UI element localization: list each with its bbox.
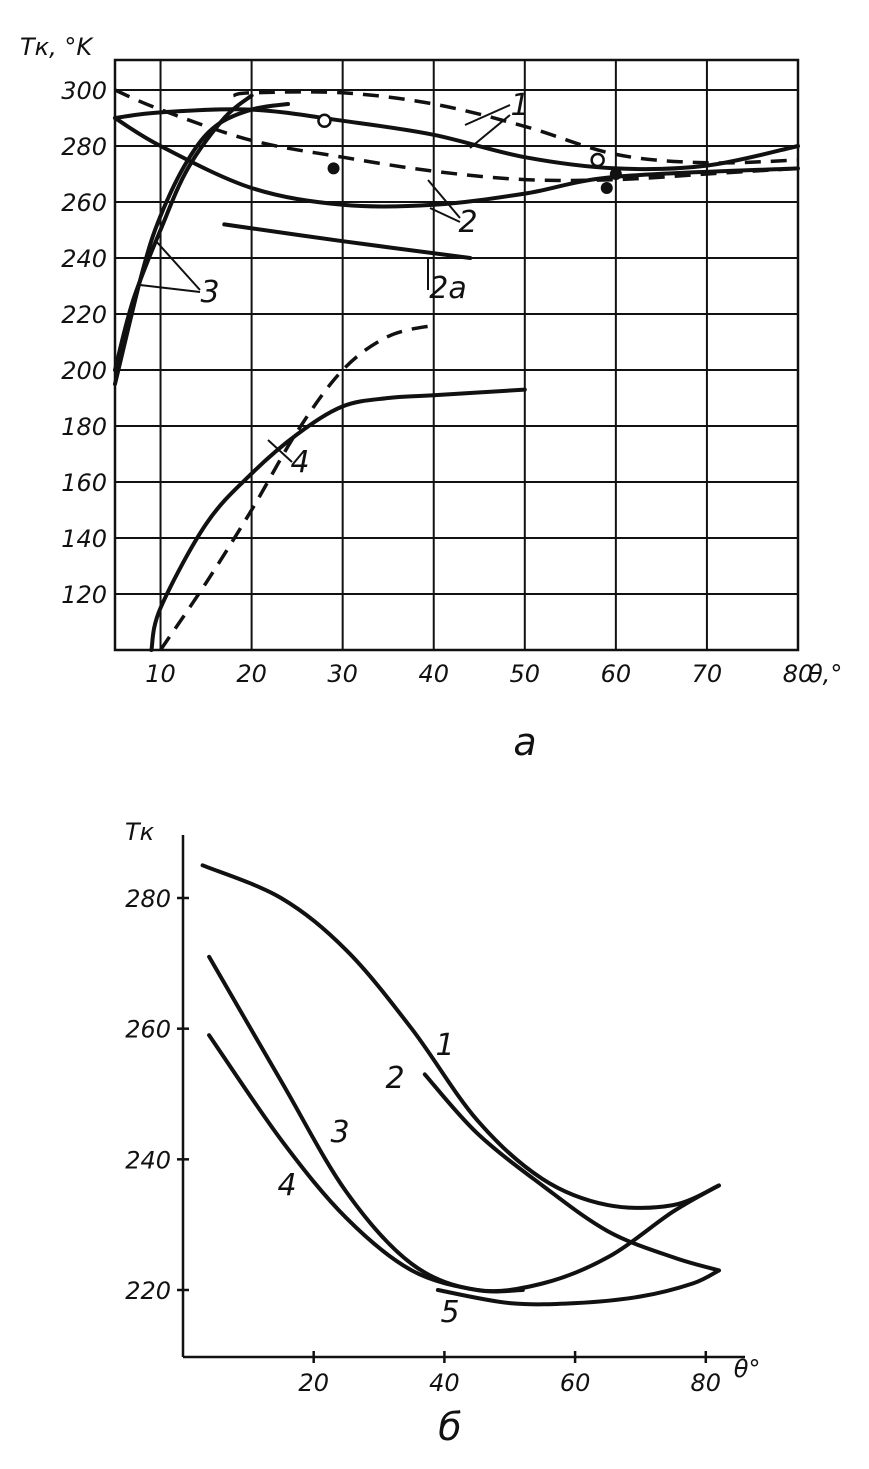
chart-a-data-point bbox=[609, 168, 622, 180]
chart-a-y-tick-label: 220 bbox=[61, 301, 107, 329]
chart-b-series-3-line bbox=[207, 954, 721, 1294]
chart-a-x-tick-label: 50 bbox=[510, 660, 541, 688]
chart-a-series-4-line bbox=[159, 323, 435, 651]
chart-a-series-1-line bbox=[232, 90, 799, 165]
chart-a-x-tick-label: 40 bbox=[418, 660, 449, 688]
chart-a-y-tick-label: 160 bbox=[61, 469, 107, 497]
chart-a-y-tick-label: 300 bbox=[61, 77, 107, 105]
chart-a-label-leader bbox=[154, 239, 201, 291]
chart-b-x-tick-label: 40 bbox=[429, 1369, 460, 1397]
chart-a-x-axis-label: θ,° bbox=[808, 660, 842, 688]
chart-a-x-tick-label: 20 bbox=[236, 660, 267, 688]
chart-b-curve-label-2: 2 bbox=[385, 1061, 404, 1096]
chart-a-y-tick-label: 200 bbox=[61, 357, 107, 385]
chart-a-label-leader bbox=[469, 114, 511, 149]
chart-a-y-tick-label: 280 bbox=[61, 133, 107, 161]
chart-b-caption: б bbox=[438, 1405, 461, 1449]
chart-a-data-point bbox=[600, 182, 613, 194]
chart-a-frame bbox=[113, 58, 800, 652]
chart-a-series-3-line bbox=[113, 93, 254, 372]
chart-b-series-2-line bbox=[422, 1072, 721, 1273]
chart-a-curve-label-1: 1 bbox=[510, 88, 529, 123]
chart-a-label-leader bbox=[464, 104, 511, 126]
chart-a-label-leader bbox=[429, 207, 461, 223]
chart-b-y-axis-label: Tк bbox=[125, 818, 155, 846]
chart-a-data-point bbox=[327, 162, 340, 175]
chart-b-y-tick-label: 280 bbox=[125, 885, 171, 913]
chart-b-x-tick-label: 20 bbox=[298, 1369, 329, 1397]
chart-a-series-2-line bbox=[114, 88, 799, 183]
chart-a-x-tick-label: 70 bbox=[692, 660, 723, 688]
chart-a-data-point-open bbox=[317, 113, 332, 129]
chart-a-curve-label-2: 2 bbox=[458, 205, 477, 240]
chart-b-series-5-line bbox=[435, 1268, 721, 1307]
chart-b-curve-label-1: 1 bbox=[435, 1028, 454, 1063]
chart-a-series-1-line bbox=[113, 107, 800, 172]
chart-b-y-tick-label: 240 bbox=[125, 1146, 171, 1174]
chart-a-label-leader bbox=[267, 439, 293, 463]
chart-b-curve-label-3: 3 bbox=[330, 1115, 349, 1150]
chart-a-curve-label-3: 2a bbox=[429, 271, 466, 306]
chart-b-x-axis-label: θ° bbox=[734, 1355, 761, 1383]
chart-a-y-tick-label: 180 bbox=[61, 413, 107, 441]
chart-a-caption: а bbox=[513, 720, 536, 764]
chart-a-y-tick-label: 260 bbox=[61, 189, 107, 217]
chart-a-y-axis-label: Tк, °K bbox=[20, 33, 94, 61]
chart-b-curve-label-4: 4 bbox=[277, 1168, 296, 1203]
chart-a-y-tick-label: 240 bbox=[61, 245, 107, 273]
chart-a-x-tick-label: 10 bbox=[145, 660, 176, 688]
chart-a-x-tick-label: 80 bbox=[783, 660, 814, 688]
chart-b-x-tick-label: 60 bbox=[560, 1369, 591, 1397]
chart-a-series-4-line bbox=[149, 387, 527, 652]
chart-a-label-leader bbox=[427, 179, 461, 219]
chart-a-curve-label-4: 3 bbox=[200, 275, 219, 310]
chart-a-data-point-open bbox=[590, 152, 605, 168]
chart-a-x-tick-label: 60 bbox=[601, 660, 632, 688]
chart-b-y-tick-label: 220 bbox=[125, 1277, 171, 1305]
chart-a-curve-label-5: 4 bbox=[290, 445, 309, 480]
chart-b-series-4-line bbox=[207, 1033, 525, 1294]
chart-a-series-2a-line bbox=[222, 222, 473, 260]
chart-a-y-tick-label: 140 bbox=[61, 525, 107, 553]
chart-a-x-tick-label: 30 bbox=[327, 660, 358, 688]
chart-b-curve-label-5: 5 bbox=[440, 1295, 459, 1330]
chart-b-y-tick-label: 260 bbox=[125, 1016, 171, 1044]
chart-b-series-1-line bbox=[200, 863, 721, 1210]
chart-b-x-tick-label: 80 bbox=[691, 1369, 722, 1397]
chart-a-y-tick-label: 120 bbox=[61, 581, 107, 609]
chart-a-label-leader bbox=[139, 284, 201, 293]
